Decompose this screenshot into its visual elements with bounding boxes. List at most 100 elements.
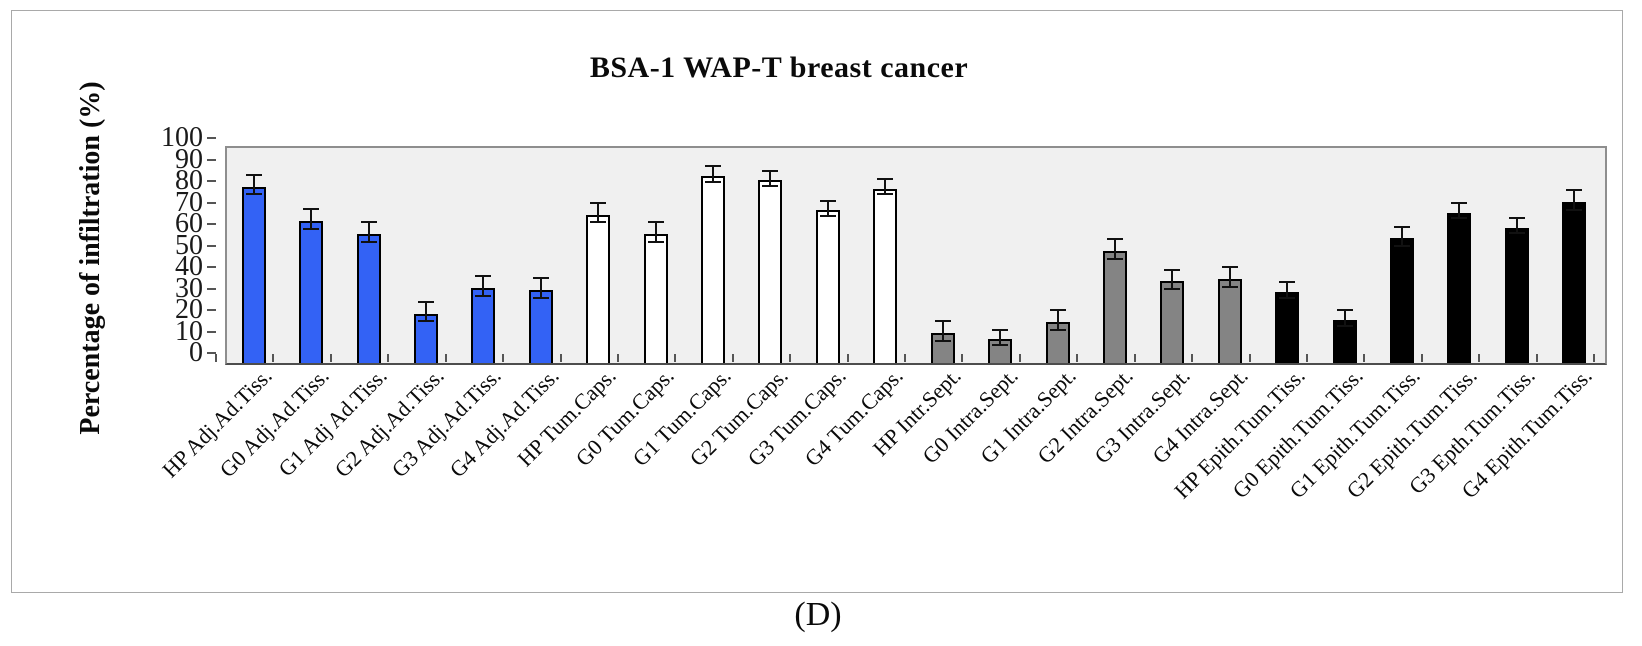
error-bar-line (1515, 216, 1518, 235)
y-tick-mark (207, 158, 216, 161)
error-bar-cap-bottom (934, 339, 951, 342)
bar (643, 234, 668, 363)
error-bar-cap-bottom (1221, 285, 1238, 288)
x-tick-mark (846, 354, 849, 362)
error-bar-cap-top (303, 208, 320, 211)
error-bar-cap-top (1106, 238, 1123, 241)
x-tick-mark (502, 354, 505, 362)
y-tick-mark (207, 201, 216, 204)
error-bar-cap-top (762, 169, 779, 172)
error-bar-line (310, 208, 313, 230)
error-bar-cap-top (1279, 281, 1296, 284)
x-tick-mark (789, 354, 792, 362)
error-bar-cap-top (1049, 309, 1066, 312)
error-bar-line (1458, 201, 1461, 220)
y-tick-mark (207, 266, 216, 268)
error-bar-cap-bottom (1451, 217, 1468, 220)
bar (1447, 212, 1472, 363)
x-tick-mark (1420, 354, 1423, 362)
panel-caption: (D) (794, 596, 842, 633)
bar (1217, 279, 1242, 363)
error-bar-cap-bottom (1279, 296, 1296, 299)
error-bar-cap-top (475, 275, 492, 277)
error-bar-cap-top (877, 178, 894, 181)
bar (356, 234, 381, 363)
bar (758, 180, 783, 363)
error-bar-line (1573, 189, 1576, 211)
x-tick-mark (1305, 354, 1308, 362)
bar (701, 175, 726, 363)
error-bar-cap-bottom (1106, 257, 1123, 260)
error-bar-cap-bottom (1049, 328, 1066, 331)
error-bar-cap-bottom (819, 214, 836, 217)
chart-title: BSA-1 WAP-T breast cancer (589, 51, 969, 84)
bar (1390, 238, 1415, 363)
y-tick-mark (207, 309, 216, 311)
error-bar-line (769, 169, 772, 187)
x-tick-mark (272, 354, 275, 362)
error-bar-line (712, 165, 715, 183)
x-tick-mark (387, 354, 390, 362)
y-tick-label: 70 (175, 186, 203, 218)
error-bar-cap-bottom (992, 343, 1009, 346)
error-bar-cap-bottom (705, 180, 722, 183)
error-bar-line (941, 320, 944, 342)
x-tick-mark (674, 354, 677, 362)
error-bar-cap-bottom (647, 240, 664, 243)
bar (873, 188, 898, 363)
bar (1160, 281, 1185, 363)
error-bar-line (1171, 268, 1174, 291)
error-bar-cap-bottom (762, 184, 779, 187)
bar (528, 289, 553, 363)
x-tick-mark (1363, 354, 1366, 362)
error-bar-line (539, 277, 542, 299)
error-bar-cap-bottom (360, 240, 377, 243)
error-bar-cap-bottom (417, 320, 434, 323)
y-tick-mark (207, 330, 216, 333)
error-bar-cap-top (934, 320, 951, 323)
error-bar-line (826, 199, 829, 217)
x-tick-mark (444, 354, 447, 362)
error-bar-cap-bottom (475, 294, 492, 297)
x-tick-mark (1478, 354, 1481, 362)
error-bar-cap-top (819, 199, 836, 202)
x-tick-mark (1076, 354, 1079, 362)
y-tick-label: 100 (161, 122, 203, 153)
bar (1102, 251, 1127, 363)
figure-frame: BSA-1 WAP-T breast cancer Percentage of … (11, 10, 1623, 593)
error-bar-cap-top (417, 300, 434, 303)
x-tick-mark (731, 354, 734, 362)
error-bar-cap-top (1508, 216, 1525, 219)
x-tick-mark (329, 354, 332, 362)
bar (586, 214, 611, 363)
y-tick-mark (207, 223, 216, 225)
error-bar-line (1343, 309, 1346, 327)
error-bar-cap-bottom (1566, 208, 1583, 211)
bar (1275, 292, 1300, 363)
error-bar-line (1113, 238, 1116, 260)
error-bar-line (999, 328, 1002, 346)
x-tick-mark (1191, 354, 1194, 362)
y-tick-label: 20 (175, 294, 203, 325)
error-bar-line (597, 201, 600, 224)
error-bar-cap-bottom (245, 193, 262, 196)
error-bar-line (1228, 266, 1231, 288)
error-bar-cap-top (1164, 268, 1181, 271)
error-bar-line (654, 221, 657, 243)
bar (1332, 320, 1357, 363)
y-axis-title: Percentage of infiltration (%) (75, 81, 106, 435)
error-bar-cap-top (647, 221, 664, 224)
y-tick-label: 30 (175, 272, 203, 304)
error-bar-cap-top (590, 201, 607, 204)
error-bar-line (482, 275, 485, 297)
y-tick-label: 40 (175, 251, 203, 282)
error-bar-cap-bottom (303, 227, 320, 230)
error-bar-cap-bottom (1336, 324, 1353, 327)
error-bar-cap-bottom (1164, 288, 1181, 291)
error-bar-cap-top (992, 328, 1009, 331)
x-tick-mark (1248, 354, 1251, 362)
error-bar-cap-top (1336, 309, 1353, 312)
error-bar-line (424, 300, 427, 323)
plot-area (225, 146, 1607, 365)
